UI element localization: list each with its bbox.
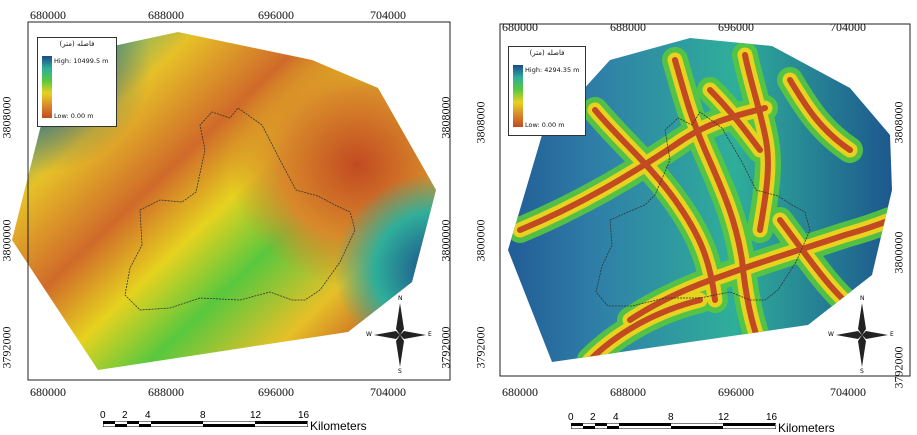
scale-unit: Kilometers <box>310 419 367 433</box>
x-tick-bottom-1: 688000 <box>148 385 184 399</box>
compass-n: N <box>860 295 865 302</box>
compass-s: S <box>398 368 402 375</box>
y-tick-right-0: 3808000 <box>438 96 453 139</box>
y-tick-right-2: 3792000 <box>438 326 453 369</box>
x-tick-top-0: 680000 <box>502 20 538 34</box>
y-tick-left-2: 3792000 <box>473 326 488 369</box>
scale-label-3: 8 <box>200 410 206 421</box>
compass-rose-icon <box>836 303 888 367</box>
x-tick-top-3: 704000 <box>830 20 866 34</box>
legend-low: Low: 0.00 m <box>525 121 565 129</box>
scale-unit: Kilometers <box>778 421 835 435</box>
scale-label-4: 12 <box>718 412 730 423</box>
scale-label-4: 12 <box>250 410 262 421</box>
scale-bar-left: 0 2 4 8 12 16 Kilometers <box>100 410 400 433</box>
scale-bar-right: 0 2 4 8 12 16 Kilometers <box>568 412 868 435</box>
scale-label-3: 8 <box>668 412 674 423</box>
y-tick-left-1: 3800000 <box>0 219 14 262</box>
y-tick-right-2: 3792000 <box>891 346 906 389</box>
city-boundary-left <box>124 107 356 311</box>
y-tick-left-1: 3800000 <box>473 219 488 262</box>
city-boundary-right <box>595 111 811 307</box>
legend-title: فاصله (متر) <box>59 40 95 48</box>
x-tick-top-1: 688000 <box>148 8 184 22</box>
y-tick-left-0: 3808000 <box>473 101 488 144</box>
x-tick-bottom-0: 680000 <box>502 385 538 399</box>
compass-s: S <box>860 368 864 375</box>
y-tick-left-2: 3792000 <box>0 326 14 369</box>
x-tick-bottom-3: 704000 <box>830 385 866 399</box>
scale-label-2: 4 <box>613 412 619 423</box>
x-tick-bottom-1: 688000 <box>610 385 646 399</box>
map-panel-left: 680000 688000 696000 704000 680000 68800… <box>0 0 458 435</box>
scale-label-0: 0 <box>100 410 106 421</box>
x-tick-top-2: 696000 <box>258 8 294 22</box>
x-tick-top-2: 696000 <box>718 20 754 34</box>
distance-raster-left <box>12 21 451 381</box>
x-tick-top-0: 680000 <box>30 8 66 22</box>
compass-rose-icon <box>374 303 426 367</box>
scale-label-0: 0 <box>568 412 574 423</box>
scale-label-1: 2 <box>590 412 596 423</box>
scale-bar-graphic <box>571 423 776 429</box>
x-tick-bottom-2: 696000 <box>718 385 754 399</box>
scale-label-1: 2 <box>122 410 128 421</box>
legend-left: فاصله (متر) High: 10499.5 m Low: 0.00 m <box>37 37 117 127</box>
y-tick-right-0: 3808000 <box>891 101 906 144</box>
compass-n: N <box>398 295 403 302</box>
scale-label-2: 4 <box>145 410 151 421</box>
y-tick-left-0: 3808000 <box>0 96 14 139</box>
compass-e: E <box>890 331 894 338</box>
x-tick-bottom-0: 680000 <box>30 385 66 399</box>
scale-bar-graphic <box>103 421 308 427</box>
legend-title: فاصله (متر) <box>529 49 565 57</box>
y-tick-right-1: 3800000 <box>891 231 906 274</box>
legend-right: فاصله (متر) High: 4294.35 m Low: 0.00 m <box>508 46 586 136</box>
scale-label-5: 16 <box>766 412 778 423</box>
x-tick-top-1: 688000 <box>610 20 646 34</box>
x-tick-top-3: 704000 <box>370 8 406 22</box>
legend-color-ramp <box>42 56 52 118</box>
north-arrow-right: N S W E <box>828 295 894 375</box>
legend-color-ramp <box>513 65 523 127</box>
compass-w: W <box>828 331 834 338</box>
legend-low: Low: 0.00 m <box>54 112 94 120</box>
compass-e: E <box>428 331 432 338</box>
legend-high: High: 4294.35 m <box>525 66 580 74</box>
compass-w: W <box>366 331 372 338</box>
x-tick-bottom-2: 696000 <box>258 385 294 399</box>
x-tick-bottom-3: 704000 <box>370 385 406 399</box>
legend-high: High: 10499.5 m <box>54 57 109 65</box>
y-tick-right-1: 3800000 <box>438 219 453 262</box>
map-panel-right: 680000 688000 696000 704000 680000 68800… <box>460 0 917 435</box>
north-arrow-left: N S W E <box>366 295 432 375</box>
distance-raster-right <box>499 23 911 377</box>
stream-network <box>508 42 892 362</box>
scale-label-5: 16 <box>298 410 310 421</box>
